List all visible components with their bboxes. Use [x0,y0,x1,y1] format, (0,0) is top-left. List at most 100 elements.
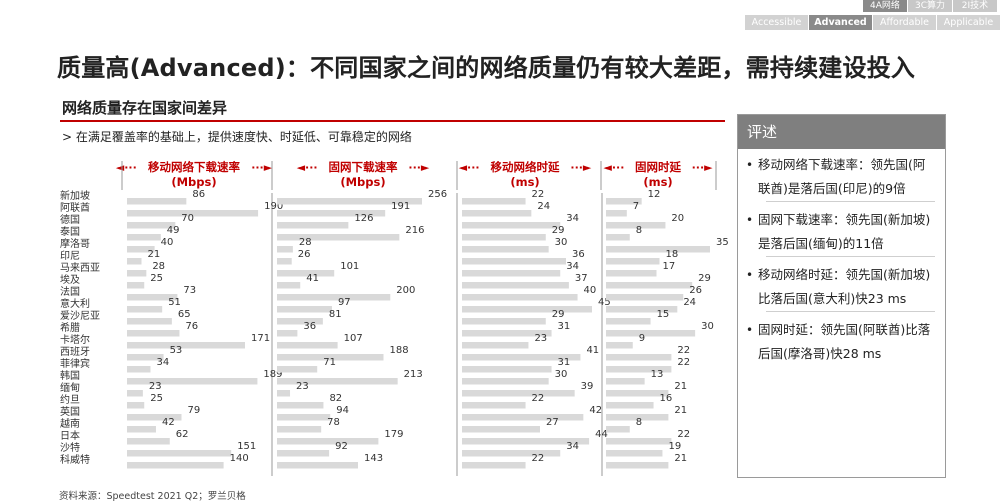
data-label: 15 [657,309,670,320]
data-label: 65 [178,309,191,320]
data-label: 41 [586,345,599,356]
bar [127,426,156,433]
bar [277,426,322,433]
bar [127,306,163,313]
data-label: 21 [147,249,160,260]
data-label: 256 [428,189,447,200]
tab-3c-compute[interactable]: 3C算力 [908,0,952,12]
data-label: 27 [546,417,559,428]
bar [277,402,324,409]
data-label: 39 [581,381,594,392]
data-label: 171 [251,333,270,344]
subtab-affordable[interactable]: Affordable [873,15,936,30]
data-label: 22 [532,393,545,404]
bar [462,246,549,253]
bar [606,450,663,457]
column-unit: (ms) [510,175,539,189]
bar [127,318,172,325]
bar [606,462,669,469]
bar [277,354,384,361]
arrow-left-icon: ◄··· [459,161,480,174]
country-label: 法国 [60,285,80,298]
data-label: 22 [532,453,545,464]
tab-4a-network[interactable]: 4A网络 [863,0,907,12]
bar [606,306,678,313]
subtab-advanced[interactable]: Advanced [809,15,872,30]
bar [277,246,293,253]
bar [606,330,696,337]
data-label: 53 [170,345,183,356]
bar [277,258,292,265]
bar [277,414,331,421]
data-label: 44 [595,429,608,440]
bar [277,270,335,277]
comment-item-fixed-latency: 固网时延：领先国(阿联酋)比落后国(摩洛哥)快28 ms [746,318,935,366]
data-label: 29 [552,225,565,236]
column-header: 移动网络下载速率 [148,160,240,174]
data-label: 23 [149,381,162,392]
data-label: 28 [152,261,165,272]
data-label: 101 [340,261,359,272]
country-label: 摩洛哥 [60,237,90,250]
data-label: 126 [354,213,373,224]
data-label: 9 [639,333,645,344]
bar [127,246,155,253]
bar [462,414,584,421]
country-label: 约旦 [60,393,80,406]
bar [127,210,259,217]
data-label: 8 [636,225,642,236]
data-label: 16 [660,393,673,404]
bar [606,378,645,385]
tab-2i-tech[interactable]: 2I技术 [953,0,997,12]
bar [462,354,581,361]
data-label: 97 [338,297,351,308]
data-label: 24 [683,297,696,308]
bar [606,210,627,217]
subtab-accessible[interactable]: Accessible [745,15,808,30]
bar [277,438,379,445]
data-label: 19 [668,441,681,452]
country-label: 菲律宾 [60,357,90,370]
bar [277,342,338,349]
data-label: 151 [237,441,256,452]
subtab-applicable[interactable]: Applicable [937,15,1000,30]
country-label: 埃及 [60,273,80,286]
data-label: 188 [389,345,408,356]
bar [462,378,549,385]
data-label: 21 [674,381,687,392]
bar [127,258,142,265]
bar [462,270,561,277]
bar [462,366,552,373]
data-label: 190 [264,201,283,212]
bar [462,342,529,349]
data-label: 62 [176,429,189,440]
country-label: 泰国 [60,225,80,238]
data-label: 17 [663,261,676,272]
data-label: 35 [716,237,729,248]
bar [127,402,145,409]
bar [606,282,693,289]
bar [462,438,590,445]
bar [277,318,323,325]
bar [606,258,660,265]
country-label: 新加坡 [60,189,90,202]
bar [462,402,526,409]
bar [127,330,180,337]
data-label: 22 [677,357,690,368]
data-label: 37 [575,273,588,284]
data-label: 30 [701,321,714,332]
country-label: 沙特 [60,442,80,454]
bar [277,378,398,385]
bar [606,198,642,205]
bar [277,330,298,337]
bar [277,210,386,217]
data-label: 34 [156,357,169,368]
data-label: 36 [303,321,316,332]
data-label: 42 [162,417,175,428]
data-label: 8 [636,417,642,428]
bar [127,282,145,289]
data-label: 29 [552,309,565,320]
data-label: 216 [405,225,424,236]
network-quality-chart: 新加坡阿联酋德国泰国摩洛哥印尼马来西亚埃及法国意大利爱沙尼亚希腊卡塔尔西班牙菲律… [60,160,729,476]
country-label: 印尼 [60,250,80,262]
